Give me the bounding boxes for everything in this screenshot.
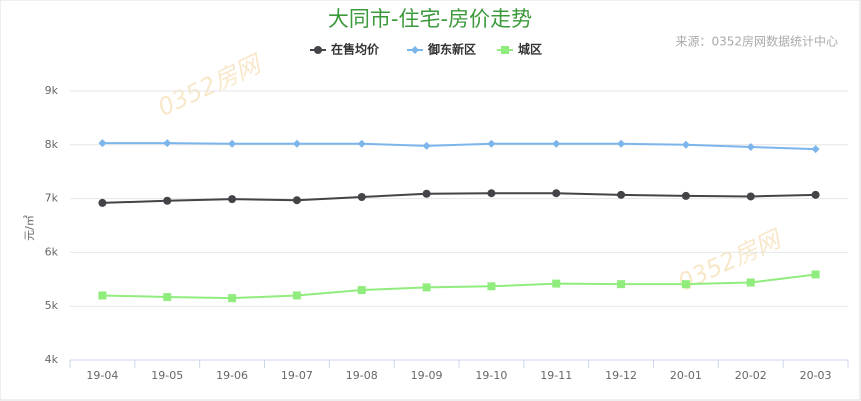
chart-title: 大同市-住宅-房价走势 <box>328 7 532 31</box>
x-tick-label: 20-02 <box>735 369 767 382</box>
marker <box>681 140 690 149</box>
marker <box>228 195 237 204</box>
x-tick-label: 19-07 <box>281 369 313 382</box>
marker <box>552 279 561 288</box>
marker <box>487 282 496 291</box>
marker <box>98 139 107 148</box>
marker <box>422 189 431 198</box>
marker <box>163 196 172 205</box>
marker <box>422 283 431 292</box>
y-tick-label: 4k <box>45 353 59 366</box>
marker <box>411 46 419 54</box>
marker <box>292 139 301 148</box>
marker <box>746 278 755 287</box>
x-tick-label: 19-12 <box>605 369 637 382</box>
marker <box>228 139 237 148</box>
marker <box>552 189 561 198</box>
marker <box>746 192 755 201</box>
y-tick-label: 6k <box>45 245 59 258</box>
legend-label: 城区 <box>518 42 542 57</box>
marker <box>422 141 431 150</box>
y-tick-label: 5k <box>45 299 59 312</box>
legend-label: 在售均价 <box>331 42 380 57</box>
marker <box>357 192 366 201</box>
x-tick-label: 19-05 <box>151 369 183 382</box>
marker <box>357 139 366 148</box>
legend-label: 御东新区 <box>427 42 476 57</box>
source: 来源：0352房网数据统计中心 <box>675 34 838 49</box>
marker <box>487 189 496 198</box>
marker <box>228 294 237 303</box>
x-tick-label: 19-09 <box>411 369 443 382</box>
x-tick-label: 20-03 <box>800 369 832 382</box>
line <box>102 142 816 151</box>
marker <box>163 139 172 148</box>
x-tick-label: 19-11 <box>540 369 572 382</box>
marker <box>617 190 626 199</box>
y-tick-label: 8k <box>45 138 59 151</box>
x-tick-label: 20-01 <box>670 369 702 382</box>
marker <box>98 291 107 300</box>
marker <box>811 145 820 154</box>
marker <box>617 139 626 148</box>
line <box>102 192 816 204</box>
x-tick-label: 19-08 <box>346 369 378 382</box>
marker <box>314 46 322 54</box>
marker <box>357 286 366 295</box>
line <box>102 273 816 300</box>
x-tick-label: 19-10 <box>475 369 507 382</box>
y-tick-label: 9k <box>45 84 59 97</box>
marker <box>746 142 755 151</box>
marker <box>98 198 107 207</box>
marker <box>811 190 820 199</box>
marker <box>487 139 496 148</box>
marker <box>617 280 626 289</box>
marker <box>163 293 172 302</box>
x-tick-label: 19-06 <box>216 369 248 382</box>
y-axis-label: 元/㎡ <box>23 215 36 241</box>
x-tick-label: 19-04 <box>86 369 118 382</box>
marker <box>681 280 690 289</box>
marker <box>811 270 820 279</box>
marker <box>292 291 301 300</box>
marker <box>501 46 509 54</box>
marker <box>292 196 301 205</box>
marker <box>681 191 690 200</box>
y-tick-label: 7k <box>45 192 59 205</box>
marker <box>552 139 561 148</box>
